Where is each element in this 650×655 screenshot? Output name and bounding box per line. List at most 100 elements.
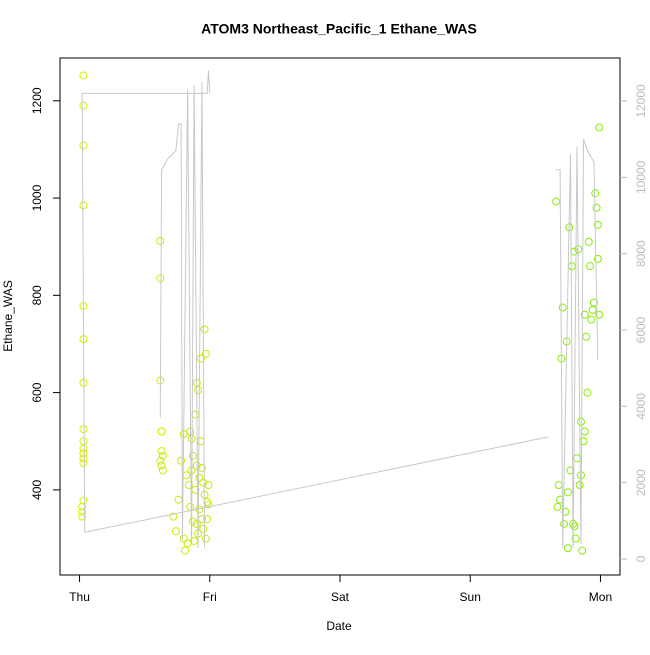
y-axis-label: Ethane_WAS <box>1 280 15 352</box>
data-point <box>570 522 579 531</box>
data-point <box>79 201 88 210</box>
data-point <box>196 354 205 363</box>
data-point <box>561 507 570 516</box>
data-point <box>552 197 561 206</box>
data-point <box>586 262 595 271</box>
data-point <box>195 473 204 482</box>
data-point <box>192 519 201 528</box>
data-point <box>592 203 601 212</box>
data-point <box>584 237 593 246</box>
data-point <box>188 517 197 526</box>
data-point <box>563 544 572 553</box>
data-point <box>201 534 210 543</box>
data-point <box>553 502 562 511</box>
data-point <box>156 274 165 283</box>
y-tick-label: 1000 <box>30 184 44 211</box>
data-point <box>588 305 597 314</box>
data-point <box>563 488 572 497</box>
data-point <box>183 539 192 548</box>
data-point <box>199 478 208 487</box>
y2-tick-label: 6000 <box>634 316 648 343</box>
data-point <box>593 220 602 229</box>
x-tick-label: Sat <box>331 590 350 604</box>
data-point <box>79 71 88 80</box>
data-point <box>79 101 88 110</box>
data-point <box>158 466 167 475</box>
data-point <box>194 386 203 395</box>
y-tick-label: 600 <box>30 382 44 402</box>
y-tick-label: 800 <box>30 285 44 305</box>
data-point <box>576 417 585 426</box>
line <box>81 70 599 548</box>
y2-tick-label: 4000 <box>634 393 648 420</box>
data-point <box>177 456 186 465</box>
chart-title: ATOM3 Northeast_Pacific_1 Ethane_WAS <box>201 21 477 37</box>
y2-tick-label: 8000 <box>634 240 648 267</box>
data-point <box>78 507 87 516</box>
x-tick-label: Mon <box>589 590 612 604</box>
data-point <box>192 461 201 470</box>
data-point <box>199 524 208 533</box>
data-point <box>79 444 88 453</box>
data-point <box>589 298 598 307</box>
data-point <box>582 332 591 341</box>
data-point <box>560 519 568 528</box>
data-point <box>595 310 604 319</box>
x-tick-label: Sun <box>460 590 481 604</box>
data-point <box>79 449 88 458</box>
data-point <box>196 437 205 446</box>
data-point <box>580 310 589 319</box>
data-point <box>181 546 190 555</box>
data-point <box>573 454 582 463</box>
x-tick-label: Thu <box>69 590 90 604</box>
data-point <box>174 495 183 504</box>
y-tick-label: 1200 <box>30 87 44 114</box>
data-point <box>79 454 88 463</box>
data-point <box>157 446 166 455</box>
y2-tick-label: 12000 <box>634 84 648 118</box>
data-point <box>187 434 196 443</box>
data-point <box>156 236 165 245</box>
data-point <box>79 425 88 434</box>
data-point <box>593 254 602 263</box>
data-point <box>79 496 88 505</box>
data-point <box>200 325 209 334</box>
data-point <box>79 141 88 150</box>
data-point <box>587 315 596 324</box>
y2-tick-label: 2000 <box>634 469 648 496</box>
data-point <box>157 461 166 470</box>
x-axis-label: Date <box>326 619 352 633</box>
data-point <box>186 502 195 511</box>
data-point <box>571 534 580 543</box>
data-point <box>595 123 604 132</box>
data-point <box>567 262 576 271</box>
data-point <box>191 410 200 419</box>
data-point <box>188 451 197 460</box>
data-point <box>583 388 592 397</box>
data-point <box>201 349 210 358</box>
x-tick-label: Fri <box>203 590 217 604</box>
data-point <box>554 481 563 490</box>
data-point <box>204 481 213 490</box>
y-tick-label: 400 <box>30 480 44 500</box>
data-point <box>204 500 213 509</box>
data-point <box>575 481 584 490</box>
data-point <box>558 303 567 312</box>
data-point <box>78 512 87 521</box>
plot-frame <box>59 57 621 576</box>
data-point <box>79 459 88 468</box>
data-point <box>158 451 167 460</box>
data-point <box>203 515 212 524</box>
data-point <box>79 437 88 446</box>
data-point <box>171 527 180 536</box>
data-point <box>156 456 165 465</box>
data-point <box>578 546 587 555</box>
data-point <box>580 427 589 436</box>
data-point <box>169 512 178 521</box>
data-point <box>591 189 600 198</box>
data-point <box>78 502 87 511</box>
data-point <box>157 427 166 436</box>
y2-tick-label: 10000 <box>634 160 648 194</box>
data-point <box>179 534 188 543</box>
